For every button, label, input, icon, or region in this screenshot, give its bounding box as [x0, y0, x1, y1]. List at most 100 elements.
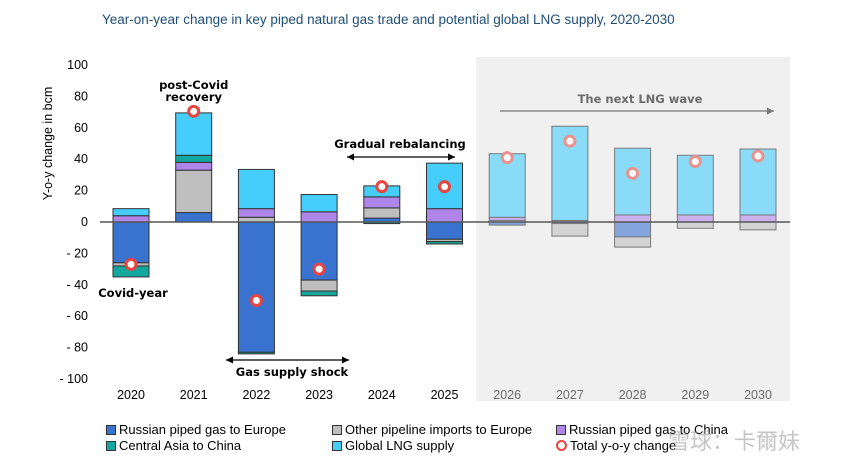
y-tick-label: 100 [67, 58, 88, 72]
bar-segment-lng [300, 194, 338, 213]
bar-segment-lng [237, 168, 275, 210]
bar-stack-2027 [551, 125, 589, 237]
bar-segment-lng [112, 208, 150, 217]
legend-item-russian-europe: Russian piped gas to Europe [106, 422, 286, 437]
y-tick-label: - 20 [66, 246, 88, 260]
annotation-next-lng-wave: The next LNG wave [578, 92, 703, 106]
total-marker [751, 149, 765, 163]
bar-segment-russian-china [112, 215, 150, 223]
legend-label: Total y-o-y change [570, 438, 677, 453]
x-tick-label: 2021 [180, 388, 208, 402]
bar-stack-2021 [175, 112, 213, 223]
bar-segment-other-pipeline [676, 221, 714, 229]
bar-segment-russian-china [676, 214, 714, 223]
legend-label: Russian piped gas to China [569, 422, 728, 437]
annotation-recovery: recovery [165, 90, 222, 104]
legend-label: Global LNG supply [345, 438, 455, 453]
legend-swatch-russian-china [556, 424, 566, 435]
bar-stack-2028 [614, 147, 652, 248]
bar-segment-other-pipeline [614, 236, 652, 248]
bar-stack-2022 [237, 168, 275, 355]
bar-segment-lng [175, 112, 213, 156]
y-tick-label: - 100 [60, 372, 89, 386]
bar-segment-russian-europe [426, 221, 463, 240]
x-tick-label: 2027 [556, 388, 584, 402]
bar-segment-russian-china [300, 211, 338, 223]
y-tick-label: - 80 [66, 341, 88, 355]
y-axis-label: Y-o-y change in bcm [41, 87, 55, 201]
annotation-covid-year: Covid-year [98, 286, 168, 300]
legend-label: Other pipeline imports to Europe [345, 422, 533, 437]
bar-segment-other-pipeline [300, 279, 338, 292]
bar-segment-central-asia [237, 351, 275, 355]
x-tick-label: 2024 [368, 388, 396, 402]
total-marker [124, 257, 138, 271]
x-tick-label: 2023 [305, 388, 333, 402]
total-marker [688, 155, 702, 169]
total-marker [626, 166, 640, 180]
bar-segment-other-pipeline [175, 169, 213, 214]
annotation-gas-supply-shock: Gas supply shock [236, 365, 349, 379]
legend-item-lng: Global LNG supply [332, 438, 454, 453]
bar-segment-russian-europe [112, 221, 150, 264]
legend-swatch-russian-europe [106, 424, 116, 435]
bar-segment-russian-europe [175, 212, 213, 223]
bar-segment-other-pipeline [363, 207, 401, 219]
legend-marker-total [556, 440, 567, 451]
bar-segment-central-asia [300, 290, 338, 297]
y-tick-label: - 40 [66, 278, 88, 292]
total-marker [249, 294, 263, 307]
x-tick-label: 2022 [242, 388, 270, 402]
bar-segment-russian-china [739, 214, 777, 223]
y-tick-label: 80 [74, 89, 88, 103]
bar-segment-central-asia [426, 241, 463, 245]
total-marker [500, 151, 514, 165]
total-marker [312, 262, 326, 276]
annotation-gradual-rebalancing: Gradual rebalancing [334, 137, 466, 151]
bar-segment-russian-china [175, 161, 213, 171]
x-tick-label: 2026 [493, 388, 521, 402]
y-tick-label: 60 [74, 121, 88, 135]
bar-segment-russian-europe [614, 221, 652, 238]
total-marker [187, 104, 201, 118]
chart-title: Year-on-year change in key piped natural… [102, 12, 675, 27]
x-tick-label: 2029 [681, 388, 709, 402]
annotation-post-covid: post-Covid [159, 78, 228, 92]
legend-item-other-pipeline: Other pipeline imports to Europe [332, 422, 532, 437]
arrow-gradual-rebalancing [347, 153, 455, 161]
total-marker [375, 180, 389, 194]
bar-segment-central-asia [175, 154, 213, 163]
y-tick-label: - 60 [66, 309, 88, 323]
legend-item-total: Total y-o-y change [556, 438, 676, 453]
bar-stack-2025 [426, 162, 463, 245]
bar-segment-other-pipeline [739, 221, 777, 231]
legend-swatch-other-pipeline [332, 424, 342, 435]
bar-stack-2023 [300, 194, 338, 297]
y-tick-label: 20 [74, 184, 88, 198]
y-tick-label: 0 [81, 215, 88, 229]
bar-segment-russian-china [363, 196, 401, 209]
legend-swatch-central-asia [106, 440, 116, 451]
y-tick-label: 40 [74, 152, 88, 166]
legend-label: Russian piped gas to Europe [119, 422, 286, 437]
legend-label: Central Asia to China [119, 438, 242, 453]
x-tick-label: 2025 [431, 388, 459, 402]
arrow-gas-supply-shock [226, 356, 349, 364]
x-tick-label: 2020 [117, 388, 145, 402]
bar-segment-russian-china [237, 208, 275, 218]
bar-segment-russian-china [614, 214, 652, 223]
watermark: 雪球：卡爾妹 [668, 429, 801, 454]
bar-segment-lng [614, 147, 652, 216]
legend-item-central-asia: Central Asia to China [106, 438, 241, 453]
x-tick-label: 2028 [619, 388, 647, 402]
bar-segment-other-pipeline [551, 223, 589, 237]
bar-segment-russian-china [426, 208, 463, 223]
total-marker [438, 180, 451, 194]
legend-swatch-lng [332, 440, 342, 451]
arrow-next-lng-wave [500, 107, 774, 115]
x-tick-label: 2030 [744, 388, 772, 402]
total-marker [563, 134, 577, 148]
bar-stack-2026 [488, 153, 526, 226]
legend-item-russian-china: Russian piped gas to China [556, 422, 728, 437]
